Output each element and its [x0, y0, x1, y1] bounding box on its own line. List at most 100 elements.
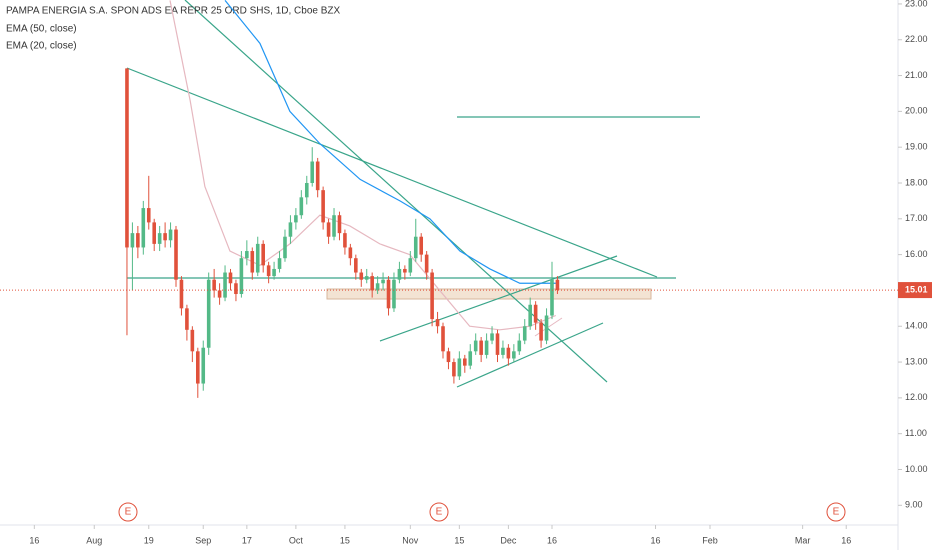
candle-body — [315, 161, 320, 191]
candle-body — [174, 229, 178, 280]
earnings-marker — [826, 502, 846, 522]
candle-body — [163, 233, 167, 241]
x-tick-label: Feb — [702, 535, 718, 545]
y-tick-label: 9.00 — [905, 500, 923, 510]
legend-entry: EMA (20, close) — [6, 41, 77, 52]
candle-body — [424, 254, 429, 273]
y-tick-label: 14.00 — [905, 321, 928, 331]
candle-body — [528, 304, 532, 327]
candle-body — [555, 279, 560, 291]
legend-entry: EMA (50, close) — [6, 24, 77, 35]
y-tick-label: 16.00 — [905, 249, 928, 259]
candle-body — [364, 276, 369, 280]
chart-title: PAMPA ENERGIA S.A. SPON ADS EA REPR 25 O… — [6, 6, 341, 17]
earnings-marker — [429, 502, 449, 522]
x-tick-label: 16 — [651, 535, 661, 545]
candle-body — [146, 208, 151, 223]
y-tick-label: 23.00 — [905, 0, 928, 8]
y-tick-label: 11.00 — [905, 428, 927, 438]
candle-body — [321, 190, 325, 223]
candle-body — [190, 329, 195, 352]
candle-body — [408, 258, 413, 273]
candle-body — [375, 283, 380, 291]
candle-body — [239, 258, 244, 295]
candle-body — [201, 347, 206, 384]
x-tick-label: Mar — [795, 535, 811, 545]
x-tick-label: Aug — [86, 535, 102, 545]
candle-body — [479, 340, 483, 355]
last-price-label: 15.01 — [905, 284, 928, 294]
candle-body — [332, 215, 336, 237]
candle-body — [533, 304, 538, 323]
candle-body — [245, 251, 249, 259]
x-tick-label: 15 — [340, 535, 350, 545]
candle-body — [136, 233, 140, 248]
candle-body — [310, 161, 315, 183]
candle-body — [473, 340, 478, 352]
y-tick-label: 10.00 — [905, 464, 928, 474]
candle-body — [343, 233, 347, 248]
last-price-tag — [898, 282, 932, 299]
candle-body — [125, 68, 129, 248]
x-tick-label: 17 — [242, 535, 252, 545]
candle-body — [234, 283, 238, 295]
candle-body — [157, 233, 162, 244]
candle-body — [370, 276, 374, 291]
candle-body — [283, 236, 287, 259]
y-tick-label: 22.00 — [905, 34, 928, 44]
candle-body — [152, 222, 157, 244]
candle-body — [463, 358, 467, 366]
y-tick-label: 18.00 — [905, 177, 928, 187]
y-tick-label: 12.00 — [905, 392, 928, 402]
candle-body — [195, 351, 200, 384]
candle-body — [435, 319, 440, 327]
candle-body — [381, 279, 385, 284]
candle-body — [354, 258, 358, 273]
earnings-marker — [118, 502, 138, 522]
candle-body — [168, 229, 173, 241]
y-tick-label: 13.00 — [905, 356, 928, 366]
candle-body — [185, 308, 189, 330]
x-tick-label: Dec — [500, 535, 517, 545]
y-tick-label: 20.00 — [905, 106, 928, 116]
x-tick-label: Oct — [289, 535, 304, 545]
candle-body — [468, 351, 473, 366]
trend-line — [379, 255, 618, 342]
ema-line — [224, 0, 556, 284]
trend-line — [126, 67, 658, 278]
x-tick-label: 16 — [841, 535, 851, 545]
candle-body — [490, 333, 494, 341]
x-tick-label: Nov — [402, 535, 419, 545]
candle-body — [544, 315, 549, 341]
y-tick-label: 21.00 — [905, 70, 928, 80]
candle-body — [206, 279, 211, 348]
x-tick-label: Sep — [195, 535, 211, 545]
candle-body — [130, 233, 135, 248]
candle-body — [413, 236, 418, 259]
candle-body — [359, 272, 364, 280]
candle-body — [141, 208, 146, 248]
candle-body — [403, 268, 407, 273]
candle-body — [430, 272, 434, 320]
candle-body — [288, 222, 293, 237]
candle-body — [266, 265, 271, 277]
trend-line — [456, 322, 604, 388]
earnings-label: E — [436, 507, 443, 518]
candle-body — [506, 347, 511, 359]
candle-body — [277, 258, 282, 269]
candle-body — [348, 247, 353, 259]
candle-body — [294, 215, 298, 223]
x-tick-label: 19 — [144, 535, 154, 545]
earnings-label: E — [833, 507, 840, 518]
candle-body — [484, 340, 489, 355]
x-tick-label: 16 — [29, 535, 39, 545]
y-tick-label: 19.00 — [905, 142, 928, 152]
candle-body — [179, 279, 184, 309]
zone-rectangle — [326, 288, 652, 300]
candle-body — [452, 362, 456, 377]
candle-body — [419, 236, 424, 255]
candle-body — [261, 243, 265, 266]
candle-body — [522, 326, 527, 341]
